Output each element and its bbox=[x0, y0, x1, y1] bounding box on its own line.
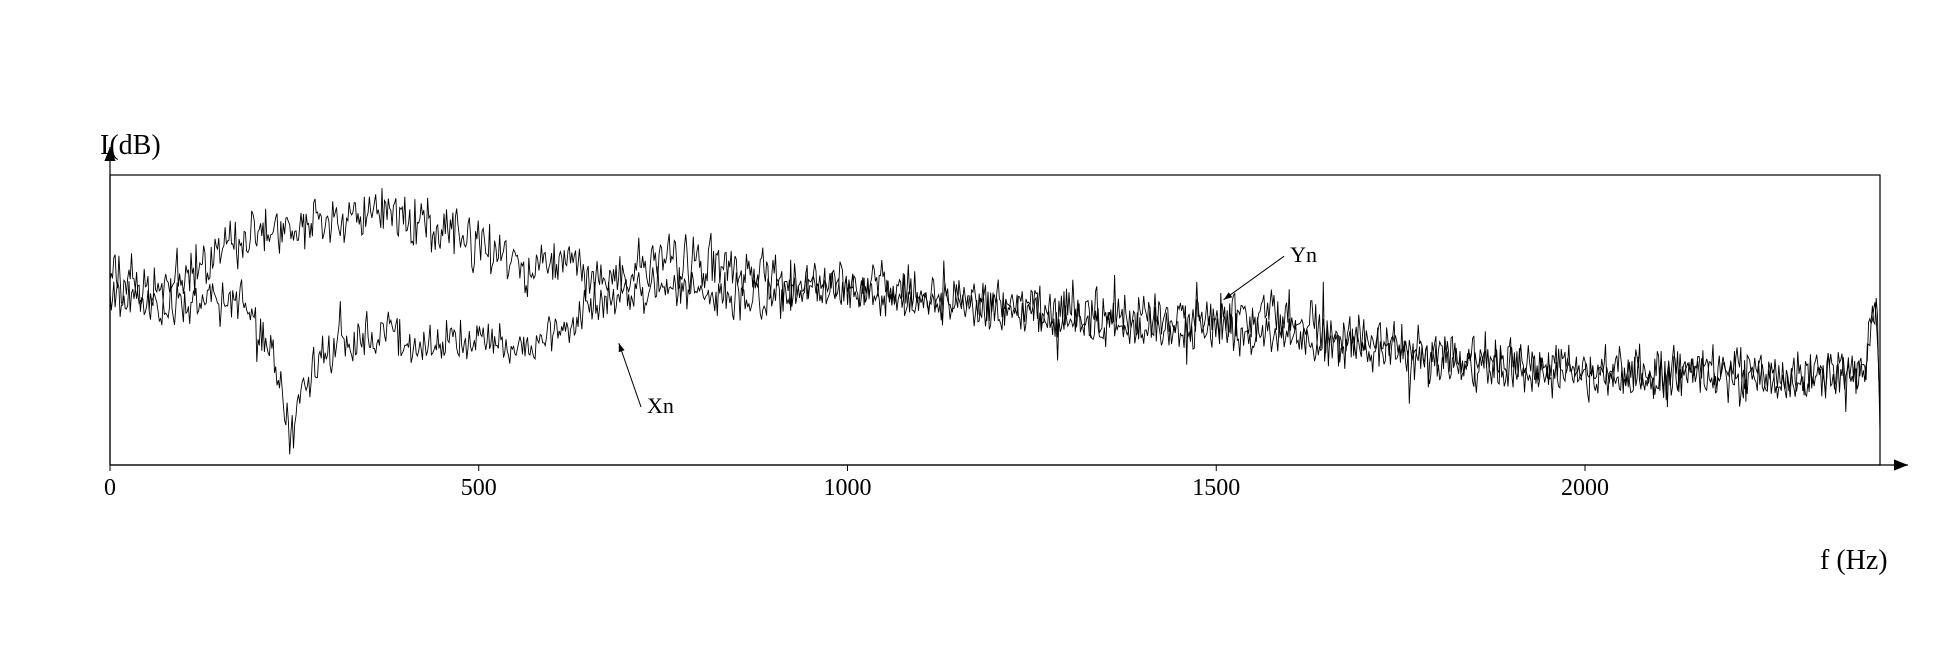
x-tick-label: 500 bbox=[461, 475, 497, 501]
x-tick-label: 0 bbox=[104, 475, 116, 501]
annotation-yn: Yn bbox=[1290, 242, 1317, 267]
x-tick-label: 1500 bbox=[1192, 475, 1240, 501]
x-tick-label: 1000 bbox=[824, 475, 872, 501]
y-axis-label: I(dB) bbox=[100, 130, 161, 162]
plot-frame bbox=[110, 175, 1880, 465]
x-tick-label: 2000 bbox=[1561, 475, 1609, 501]
spectrum-chart: 0 500 1000 1500 2000 Xn Yn bbox=[0, 0, 1955, 648]
x-axis-label: f (Hz) bbox=[1820, 545, 1888, 577]
figure-container: I(dB) 0 500 1000 1500 2000 Xn Yn f (Hz) bbox=[0, 0, 1955, 648]
annotation-xn: Xn bbox=[647, 393, 674, 418]
